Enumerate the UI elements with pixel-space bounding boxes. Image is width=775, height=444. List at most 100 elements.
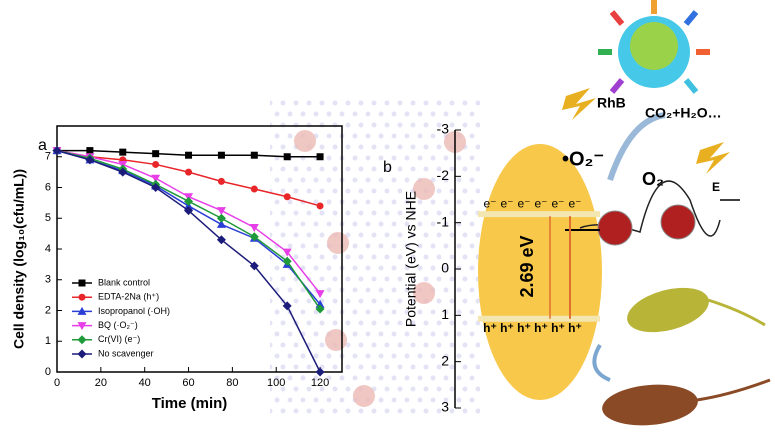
data-point bbox=[52, 146, 62, 156]
data-point bbox=[184, 206, 194, 216]
x-tick-label: 40 bbox=[139, 377, 151, 389]
data-point bbox=[316, 153, 324, 161]
legend-label: Isopropanol (·OH) bbox=[98, 306, 170, 316]
arrow bbox=[607, 112, 666, 181]
y-tick-label: 1 bbox=[441, 306, 449, 322]
legend-label: Blank control bbox=[98, 277, 150, 287]
data-point bbox=[184, 196, 194, 206]
y-tick-label: 5 bbox=[45, 212, 51, 224]
legend-label: BQ (·O₂⁻) bbox=[98, 320, 138, 330]
data-point bbox=[283, 193, 291, 201]
light-bolt bbox=[696, 142, 730, 174]
x-tick-label: 100 bbox=[267, 377, 285, 389]
x-tick-label: 20 bbox=[95, 377, 107, 389]
x-tick-label: 60 bbox=[182, 377, 194, 389]
legend-marker bbox=[77, 322, 87, 331]
y-tick-label: -3 bbox=[437, 121, 450, 137]
x-axis-label: Time (min) bbox=[152, 395, 228, 412]
y-tick-label: 0 bbox=[45, 366, 51, 378]
particle bbox=[660, 204, 696, 240]
y-tick-label: 2 bbox=[441, 352, 449, 368]
legend-label: No scavenger bbox=[98, 348, 154, 358]
legend-marker bbox=[77, 335, 87, 345]
hole-label: h⁺ bbox=[500, 321, 514, 335]
legend-marker bbox=[78, 279, 86, 287]
y-tick-label: 3 bbox=[45, 274, 51, 286]
x-tick-label: 120 bbox=[311, 377, 329, 389]
data-point bbox=[315, 290, 325, 299]
annotation: O₂ bbox=[642, 169, 664, 189]
data-point bbox=[249, 232, 259, 242]
y-axis-label: Potential (eV) vs NHE bbox=[403, 191, 419, 327]
legend-marker bbox=[78, 293, 86, 301]
electron-label: e⁻ bbox=[568, 196, 581, 210]
annotation: CO₂+H₂O… bbox=[645, 105, 722, 121]
data-point bbox=[119, 148, 127, 156]
electron-label: e⁻ bbox=[500, 196, 513, 210]
x-tick-label: 0 bbox=[54, 377, 60, 389]
sun-icon bbox=[598, 0, 710, 94]
hole-label: h⁺ bbox=[483, 321, 497, 335]
data-point bbox=[216, 219, 226, 228]
hole-label: h⁺ bbox=[534, 321, 548, 335]
electron-label: e⁻ bbox=[517, 196, 530, 210]
legend-marker bbox=[77, 306, 87, 315]
annotation: E bbox=[712, 180, 720, 194]
data-point bbox=[250, 185, 258, 193]
electron-label: e⁻ bbox=[551, 196, 564, 210]
band-gap-label: 2.69 eV bbox=[517, 235, 537, 297]
data-point bbox=[282, 256, 292, 266]
bacterium bbox=[602, 378, 771, 426]
data-point bbox=[151, 174, 161, 183]
y-tick-label: 4 bbox=[45, 243, 51, 255]
data-point bbox=[250, 151, 258, 159]
legend-label: EDTA-2Na (h⁺) bbox=[98, 292, 159, 302]
y-tick-label: 2 bbox=[45, 304, 51, 316]
semiconductor-ellipse bbox=[478, 144, 602, 400]
y-tick-label: 1 bbox=[45, 335, 51, 347]
data-point bbox=[249, 223, 259, 232]
y-axis-label: Cell density (log₁₀(cfu/mL)) bbox=[11, 169, 27, 349]
data-point bbox=[315, 367, 325, 377]
data-point bbox=[216, 207, 226, 216]
hole-label: h⁺ bbox=[551, 321, 565, 335]
annotation: •O₂⁻ bbox=[562, 148, 604, 170]
y-tick-label: 3 bbox=[441, 399, 449, 415]
y-tick-label: 7 bbox=[45, 151, 51, 163]
bacterium bbox=[627, 287, 766, 333]
data-point bbox=[283, 153, 291, 161]
legend-marker bbox=[77, 349, 87, 359]
data-point bbox=[86, 147, 94, 155]
hole-label: h⁺ bbox=[517, 321, 531, 335]
data-point bbox=[152, 150, 160, 158]
data-point bbox=[316, 202, 324, 210]
data-point bbox=[249, 261, 259, 271]
data-point bbox=[315, 304, 325, 314]
data-point bbox=[185, 168, 193, 176]
legend-label: Cr(VI) (e⁻) bbox=[98, 334, 140, 344]
electron-label: e⁻ bbox=[483, 196, 496, 210]
hole-label: h⁺ bbox=[568, 321, 582, 335]
data-point bbox=[216, 213, 226, 223]
data-point bbox=[152, 160, 160, 168]
data-point bbox=[185, 151, 193, 159]
data-point bbox=[85, 155, 95, 165]
data-point bbox=[118, 167, 128, 177]
y-tick-label: -2 bbox=[437, 167, 450, 183]
data-point bbox=[151, 183, 161, 192]
panel-label: b bbox=[383, 159, 392, 176]
x-tick-label: 80 bbox=[226, 377, 238, 389]
data-point bbox=[282, 248, 292, 257]
particle bbox=[597, 210, 633, 246]
data-point bbox=[282, 301, 292, 311]
data-point bbox=[217, 177, 225, 185]
electron-label: e⁻ bbox=[534, 196, 547, 210]
y-tick-label: 6 bbox=[45, 181, 51, 193]
data-point bbox=[217, 151, 225, 159]
y-tick-label: -1 bbox=[437, 213, 450, 229]
arrow bbox=[592, 343, 611, 382]
data-point bbox=[216, 235, 226, 245]
annotation: RhB bbox=[597, 95, 626, 111]
panel-label: a bbox=[38, 137, 47, 154]
